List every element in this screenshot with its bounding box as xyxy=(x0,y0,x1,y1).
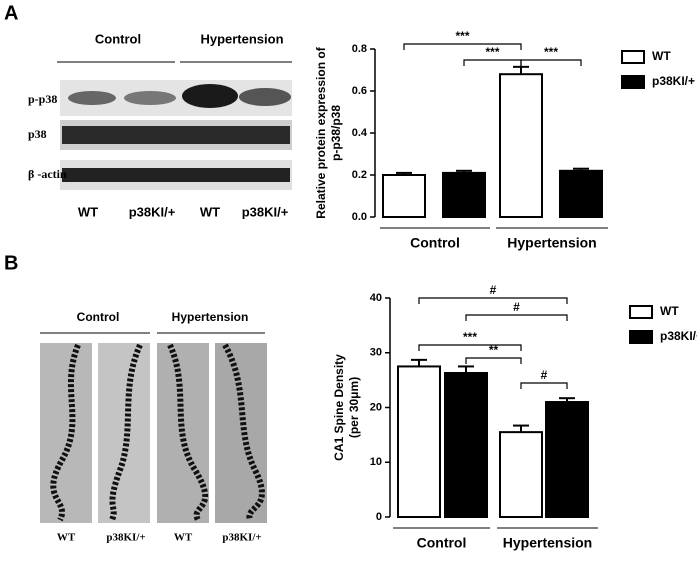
x-tick-label: Hypertension xyxy=(503,535,592,551)
error-bar xyxy=(396,171,412,175)
y-tick-label: 0.2 xyxy=(352,169,367,181)
bar xyxy=(382,174,426,218)
significance-bracket xyxy=(418,344,522,351)
legend-label: WT xyxy=(660,304,679,318)
bar xyxy=(442,171,486,218)
panel-label: B xyxy=(4,252,18,274)
lane-label: p38KI/+ xyxy=(242,204,289,219)
y-tick-label: 0.4 xyxy=(352,127,368,139)
y-tick-label: 0.8 xyxy=(352,43,367,55)
significance-bracket xyxy=(403,43,522,50)
y-axis-label: (per 30μm) xyxy=(347,377,361,438)
group-label: Control xyxy=(95,31,141,46)
group-label: Hypertension xyxy=(200,31,283,46)
y-axis-label: p-p38/p38 xyxy=(329,105,343,161)
significance-bracket xyxy=(418,297,568,304)
error-bar xyxy=(458,365,474,374)
y-tick-label: 0.6 xyxy=(352,85,367,97)
significance-label: *** xyxy=(544,45,558,59)
panel-label: A xyxy=(4,2,18,24)
lane-label: p38KI/+ xyxy=(106,532,145,544)
lane-label: WT xyxy=(200,204,220,219)
x-tick-label: Control xyxy=(417,535,467,551)
legend-label: WT xyxy=(652,49,671,63)
y-tick-label: 0 xyxy=(376,511,382,523)
lane-label: p38KI/+ xyxy=(129,204,176,219)
error-bar xyxy=(411,358,427,367)
legend-swatch xyxy=(621,50,645,64)
y-tick-label: 20 xyxy=(370,401,382,413)
significance-bracket xyxy=(465,314,568,321)
y-tick-label: 0.0 xyxy=(352,211,367,223)
error-bar xyxy=(456,169,472,173)
significance-label: *** xyxy=(463,330,477,344)
legend-swatch xyxy=(629,330,653,344)
bar xyxy=(545,401,589,518)
row-label: β -actin xyxy=(28,167,67,181)
legend-label: p38KI/+ xyxy=(660,329,697,343)
row-label: p38 xyxy=(28,127,47,141)
dendrite-image xyxy=(40,332,267,523)
significance-bracket xyxy=(520,382,568,389)
significance-label: ** xyxy=(489,343,499,357)
significance-label: *** xyxy=(455,29,469,43)
x-tick-label: Hypertension xyxy=(507,235,596,251)
significance-bracket xyxy=(463,59,522,66)
error-bar xyxy=(573,167,589,171)
y-tick-label: 30 xyxy=(370,347,382,359)
bar xyxy=(397,365,441,518)
error-bar xyxy=(559,397,575,403)
lane-label: WT xyxy=(174,532,193,544)
significance-label: # xyxy=(541,368,548,382)
significance-label: # xyxy=(513,300,520,314)
group-label: Control xyxy=(77,310,120,324)
significance-bracket xyxy=(520,59,582,66)
bar xyxy=(499,73,543,218)
group-label: Hypertension xyxy=(172,310,249,324)
error-bar xyxy=(513,65,529,75)
lane-label: p38KI/+ xyxy=(222,532,261,544)
row-label: p-p38 xyxy=(28,92,57,106)
y-tick-label: 40 xyxy=(370,292,382,304)
significance-label: # xyxy=(490,283,497,297)
y-axis-label: Relative protein expression of xyxy=(314,46,328,218)
x-tick-label: Control xyxy=(410,235,460,251)
bar xyxy=(444,372,488,518)
bar xyxy=(559,169,603,219)
y-tick-label: 10 xyxy=(370,456,382,468)
legend-swatch xyxy=(621,75,645,89)
blot-image xyxy=(57,61,292,190)
legend-label: p38KI/+ xyxy=(652,74,695,88)
lane-label: WT xyxy=(78,204,98,219)
bar xyxy=(499,431,543,519)
y-axis-label: CA1 Spine Density xyxy=(332,354,346,461)
significance-bracket xyxy=(465,357,522,364)
lane-label: WT xyxy=(57,532,76,544)
error-bar xyxy=(513,424,529,433)
significance-label: *** xyxy=(485,45,499,59)
legend-swatch xyxy=(629,305,653,319)
